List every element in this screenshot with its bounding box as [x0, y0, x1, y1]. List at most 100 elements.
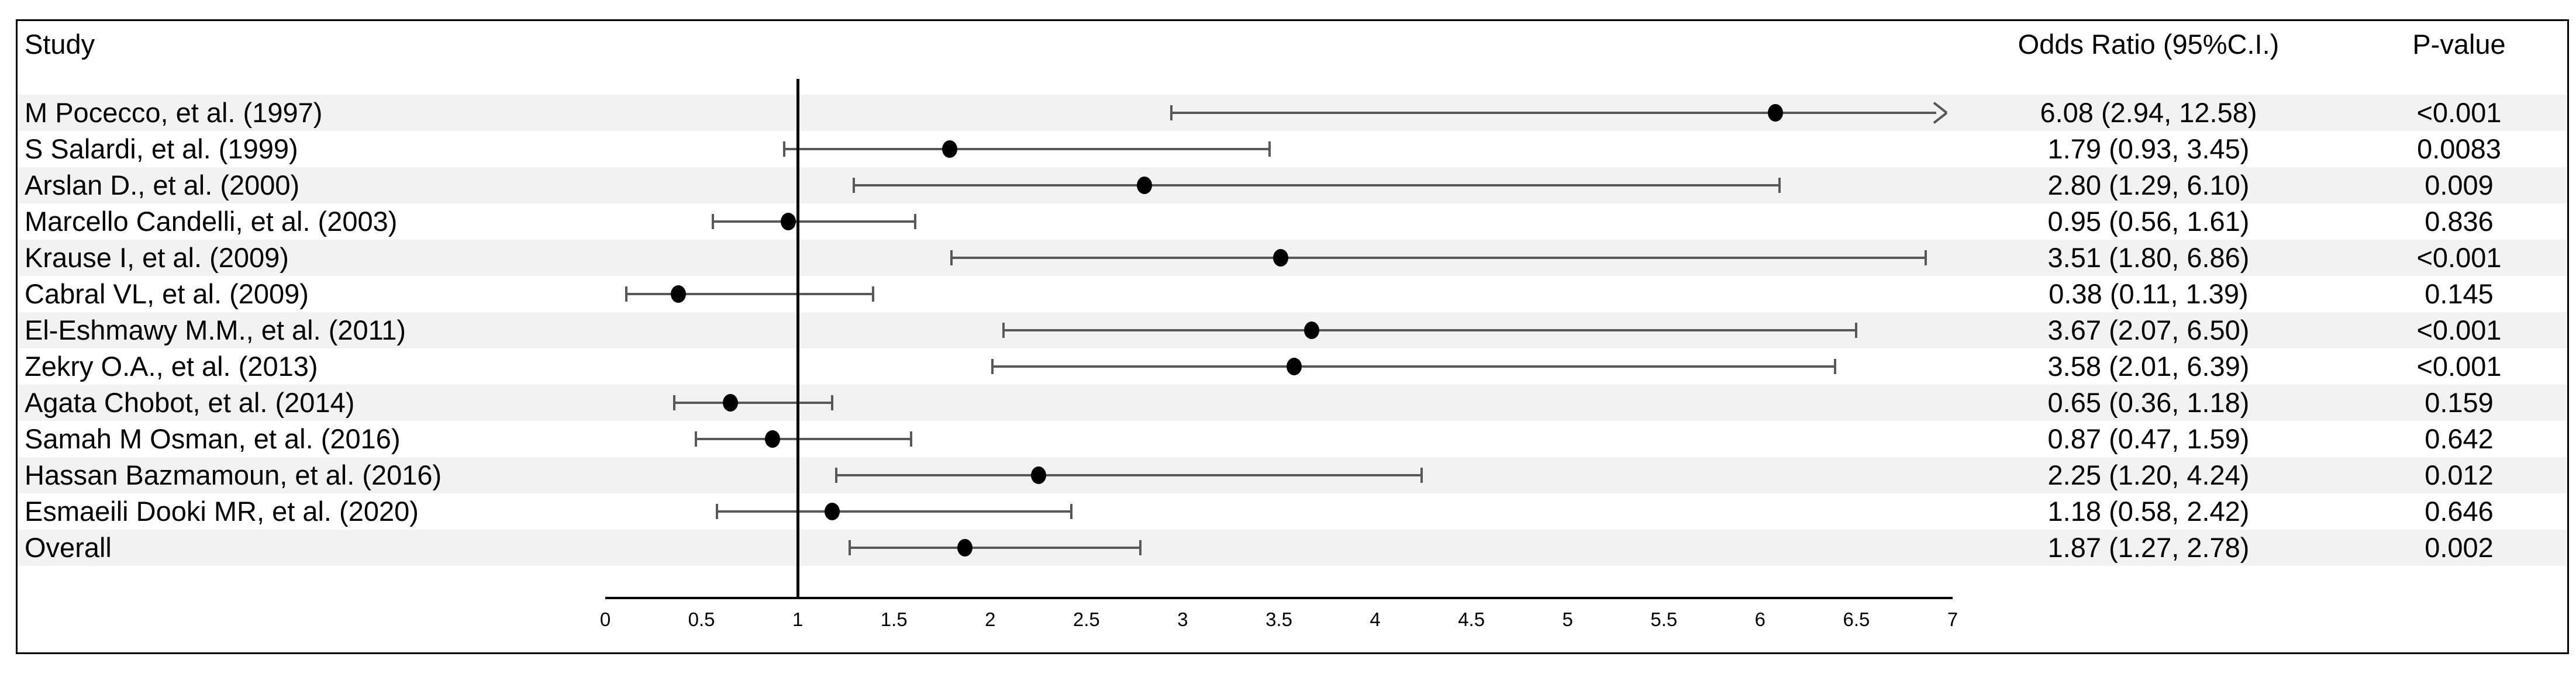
- odds-ratio-value: 2.80 (1.29, 6.10): [2047, 170, 2250, 201]
- odds-ratio-value: 2.25 (1.20, 4.24): [2047, 459, 2250, 490]
- ci-line: [951, 257, 1926, 259]
- ci-line: [674, 402, 833, 404]
- odds-ratio-value: 0.87 (0.47, 1.59): [2047, 423, 2250, 454]
- forest-row: Krause I, et al. (2009) 3.51 (1.80, 6.86)…: [18, 240, 2567, 276]
- reference-line: [796, 79, 800, 597]
- x-axis-tick-label: 3.5: [1265, 609, 1292, 630]
- ci-cap-left: [673, 395, 676, 410]
- plot-frame: Study Odds Ratio (95%C.I.) P-value M Poc…: [16, 19, 2569, 654]
- ci-cap-left: [694, 431, 697, 447]
- ci-cap-left: [852, 178, 855, 193]
- forest-row-overall: Overall 1.87 (1.27, 2.78) 0.002: [18, 530, 2567, 566]
- odds-ratio-value: 3.58 (2.01, 6.39): [2047, 351, 2250, 382]
- ci-line: [853, 184, 1780, 186]
- point-estimate-marker: [1287, 358, 1302, 375]
- p-value: <0.001: [2416, 242, 2502, 273]
- point-estimate-marker: [671, 285, 687, 303]
- point-estimate-marker: [1303, 322, 1319, 339]
- ci-cap-right: [1268, 141, 1271, 157]
- ci-cap-left: [991, 359, 994, 374]
- forest-row: Esmaeili Dooki MR, et al. (2020) 1.18 (0.…: [18, 493, 2567, 530]
- p-value: 0.159: [2425, 387, 2494, 418]
- x-axis-tick-label: 5.5: [1650, 609, 1678, 630]
- x-axis-tick-label: 6.5: [1843, 609, 1870, 630]
- ci-cap-right: [913, 214, 916, 229]
- ci-cap-left: [849, 540, 851, 555]
- point-estimate-marker: [765, 430, 781, 448]
- odds-ratio-value: 1.79 (0.93, 3.45): [2047, 133, 2250, 164]
- point-estimate-marker: [722, 394, 738, 412]
- p-value: 0.642: [2425, 423, 2494, 454]
- study-label: Krause I, et al. (2009): [25, 242, 289, 273]
- p-value: 0.009: [2425, 170, 2494, 201]
- ci-cap-right: [1778, 178, 1781, 193]
- odds-ratio-value: 6.08 (2.94, 12.58): [2040, 97, 2257, 128]
- forest-row: Marcello Candelli, et al. (2003) 0.95 (0.…: [18, 203, 2567, 240]
- point-estimate-marker: [780, 213, 796, 230]
- ci-line: [716, 510, 1071, 513]
- ci-line: [713, 220, 915, 223]
- point-estimate-marker: [1136, 177, 1152, 194]
- study-label: Cabral VL, et al. (2009): [25, 278, 309, 309]
- p-value: 0.002: [2425, 532, 2494, 563]
- point-estimate-marker: [957, 539, 973, 557]
- point-estimate-marker: [942, 140, 958, 158]
- study-label: Agata Chobot, et al. (2014): [25, 387, 355, 418]
- ci-cap-left: [950, 250, 953, 265]
- ci-cap-right: [1420, 468, 1423, 483]
- p-value: 0.012: [2425, 459, 2494, 490]
- point-estimate-marker: [1768, 104, 1784, 122]
- x-axis-tick-label: 1: [792, 609, 804, 630]
- x-axis-tick-label: 2.5: [1073, 609, 1100, 630]
- forest-row: Agata Chobot, et al. (2014) 0.65 (0.36, 1…: [18, 385, 2567, 421]
- column-header-odds-ratio: Odds Ratio (95%C.I.): [2018, 29, 2280, 60]
- column-header-p-value: P-value: [2412, 29, 2506, 60]
- x-axis-tick-label: 6: [1754, 609, 1766, 630]
- ci-cap-right: [871, 286, 874, 302]
- odds-ratio-value: 1.18 (0.58, 2.42): [2047, 496, 2250, 527]
- x-axis-tick-label: 5: [1562, 609, 1573, 630]
- ci-cap-left: [834, 468, 837, 483]
- ci-line: [992, 365, 1836, 368]
- point-estimate-marker: [1273, 249, 1289, 267]
- ci-line: [626, 293, 873, 295]
- forest-row: Arslan D., et al. (2000) 2.80 (1.29, 6.10…: [18, 167, 2567, 203]
- ci-line: [850, 547, 1140, 549]
- p-value: <0.001: [2416, 97, 2502, 128]
- ci-cap-right: [1070, 504, 1073, 519]
- study-label: El-Eshmawy M.M., et al. (2011): [25, 314, 406, 345]
- point-estimate-marker: [1030, 466, 1046, 484]
- odds-ratio-value: 0.38 (0.11, 1.39): [2049, 278, 2249, 309]
- odds-ratio-value: 3.51 (1.80, 6.86): [2047, 242, 2250, 273]
- column-header-study: Study: [25, 29, 95, 60]
- forest-row: Zekry O.A., et al. (2013) 3.58 (2.01, 6.3…: [18, 348, 2567, 385]
- ci-line: [784, 148, 1270, 150]
- ci-line: [695, 438, 912, 440]
- ci-cap-left: [1170, 105, 1173, 120]
- ci-cap-left: [712, 214, 715, 229]
- x-axis-tick-label: 2: [985, 609, 996, 630]
- ci-cap-left: [715, 504, 718, 519]
- ci-cap-left: [625, 286, 628, 302]
- odds-ratio-value: 3.67 (2.07, 6.50): [2047, 314, 2250, 345]
- ci-cap-left: [783, 141, 786, 157]
- forest-row: Cabral VL, et al. (2009) 0.38 (0.11, 1.39…: [18, 276, 2567, 312]
- forest-row: Samah M Osman, et al. (2016) 0.87 (0.47, …: [18, 421, 2567, 457]
- ci-cap-right: [1834, 359, 1837, 374]
- odds-ratio-value: 1.87 (1.27, 2.78): [2047, 532, 2250, 563]
- study-label: Samah M Osman, et al. (2016): [25, 423, 401, 454]
- p-value: 0.0083: [2417, 133, 2501, 164]
- study-label: Marcello Candelli, et al. (2003): [25, 206, 398, 237]
- point-estimate-marker: [825, 503, 840, 520]
- forest-row: Hassan Bazmamoun, et al. (2016) 2.25 (1.2…: [18, 457, 2567, 493]
- x-axis-tick-label: 7: [1947, 609, 1958, 630]
- ci-cap-right: [831, 395, 834, 410]
- p-value: <0.001: [2416, 314, 2502, 345]
- study-label: S Salardi, et al. (1999): [25, 133, 298, 164]
- p-value: <0.001: [2416, 351, 2502, 382]
- p-value: 0.145: [2425, 278, 2494, 309]
- ci-line: [1171, 112, 1936, 114]
- study-label: Arslan D., et al. (2000): [25, 170, 300, 201]
- x-axis-tick-label: 0.5: [688, 609, 715, 630]
